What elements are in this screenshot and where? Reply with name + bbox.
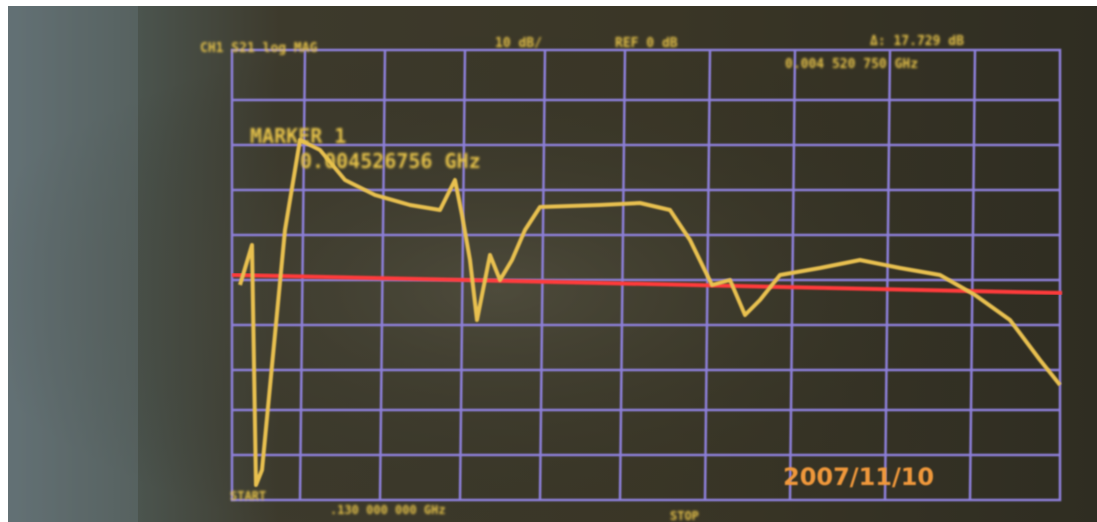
- start-label: START: [230, 489, 266, 503]
- date-stamp: 2007/11/10: [783, 463, 934, 491]
- marker-label: MARKER 1: [250, 124, 346, 148]
- glare: [8, 6, 1097, 522]
- reference-line: [231, 273, 1063, 295]
- delta-frequency: 0.004 520 750 GHz: [785, 57, 918, 72]
- grid: [230, 48, 1062, 502]
- stop-label: STOP: [670, 509, 699, 522]
- scale-label: 10 dB/: [495, 36, 542, 51]
- reflection: [8, 6, 138, 522]
- delta-label: Δ: 17.729 dB: [870, 34, 964, 49]
- marker-frequency: 0.004526756 GHz: [300, 149, 481, 173]
- channel-label: CH1 S21 log MAG: [200, 41, 318, 56]
- trace: [238, 138, 1062, 487]
- start-frequency: .130 000 000 GHz: [330, 503, 446, 517]
- reference-label: REF 0 dB: [615, 36, 678, 51]
